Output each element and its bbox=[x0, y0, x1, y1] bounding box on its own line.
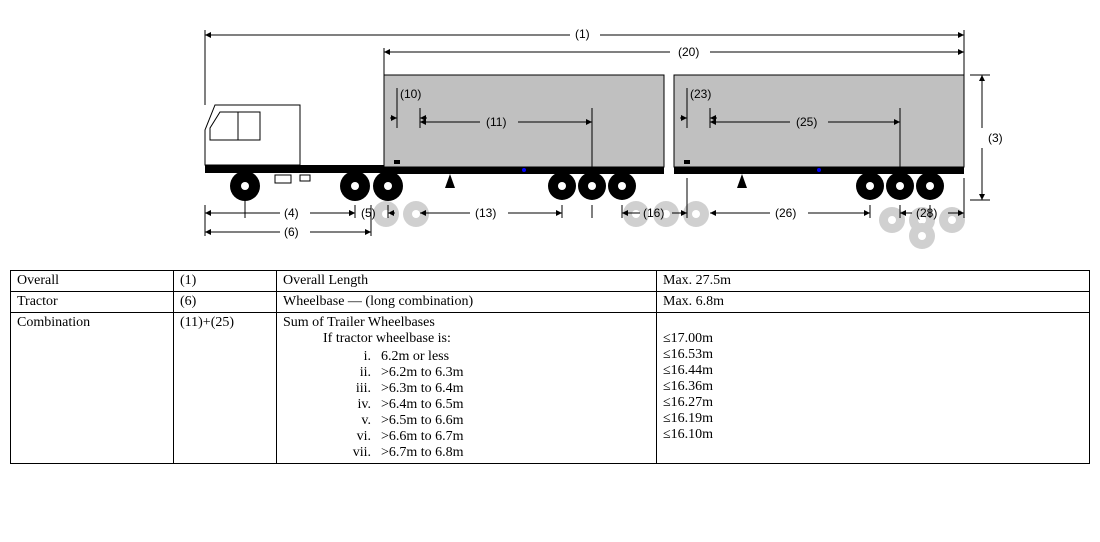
dim-23-label: (23) bbox=[690, 87, 711, 101]
dim-5-label: (5) bbox=[361, 206, 376, 220]
ghost-wheels bbox=[373, 201, 965, 249]
trailer-1 bbox=[384, 75, 664, 200]
cell-category: Tractor bbox=[11, 292, 174, 313]
cell-description: Wheelbase — (long combination) bbox=[277, 292, 657, 313]
dim-25-label: (25) bbox=[796, 115, 817, 129]
cell-description: Sum of Trailer WheelbasesIf tractor whee… bbox=[277, 313, 657, 464]
truck-diagram: (1) (20) (3) (10) (11) (23) (25 bbox=[50, 10, 1050, 250]
dim-20-label: (20) bbox=[678, 45, 699, 59]
trailer-2 bbox=[674, 75, 964, 200]
cell-ref: (1) bbox=[174, 271, 277, 292]
cell-category: Overall bbox=[11, 271, 174, 292]
cell-category: Combination bbox=[11, 313, 174, 464]
cell-value: ≤17.00m≤16.53m≤16.44m≤16.36m≤16.27m≤16.1… bbox=[657, 313, 1090, 464]
dim-1-label: (1) bbox=[575, 27, 590, 41]
cell-value: Max. 6.8m bbox=[657, 292, 1090, 313]
dim-11-label: (11) bbox=[486, 115, 506, 129]
cell-ref: (11)+(25) bbox=[174, 313, 277, 464]
dim-6-label: (6) bbox=[284, 225, 299, 239]
table-row: Tractor(6)Wheelbase — (long combination)… bbox=[11, 292, 1090, 313]
cell-value: Max. 27.5m bbox=[657, 271, 1090, 292]
dim-26-label: (26) bbox=[775, 206, 796, 220]
truck-svg: (1) (20) (3) (10) (11) (23) (25 bbox=[50, 10, 1050, 250]
cell-description: Overall Length bbox=[277, 271, 657, 292]
dim-13-label: (13) bbox=[475, 206, 496, 220]
cell-ref: (6) bbox=[174, 292, 277, 313]
dim-16-label: (16) bbox=[643, 206, 664, 220]
dim-10-label: (10) bbox=[400, 87, 421, 101]
table-row: Overall(1)Overall LengthMax. 27.5m bbox=[11, 271, 1090, 292]
dim-4-label: (4) bbox=[284, 206, 299, 220]
dim-20: (20) bbox=[384, 45, 964, 75]
dim-3-label: (3) bbox=[988, 131, 1003, 145]
dim-28-label: (28) bbox=[916, 206, 937, 220]
spec-table: Overall(1)Overall LengthMax. 27.5mTracto… bbox=[10, 270, 1090, 464]
tractor bbox=[205, 105, 403, 201]
table-row: Combination(11)+(25)Sum of Trailer Wheel… bbox=[11, 313, 1090, 464]
dim-3: (3) bbox=[970, 75, 1003, 200]
